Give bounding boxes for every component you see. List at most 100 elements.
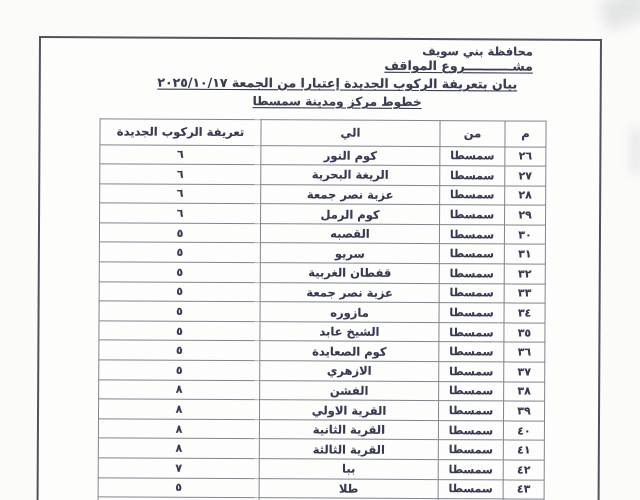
table-row: ٤٢ سمسطا ببا ٧ [98,457,545,480]
department-title: مشـــــــــــروع المواقف [384,57,533,74]
row-fare-cell: ٥ [99,222,261,244]
row-number-cell: ٤٢ [503,459,545,480]
row-to-cell: مازوره [260,301,440,323]
table-row: ٣٠ سمسطا القصبه ٥ [99,222,546,245]
table-row: ٤٠ سمسطا القرية الثانية ٨ [98,418,545,441]
row-number-cell: ٤٣ [503,479,545,500]
row-from-cell: سمسطا [438,400,504,421]
scan-artifact-top-right [598,0,640,31]
row-to-cell: الفشن [259,380,439,401]
fare-table: م من الي تعريفة الركوب الجديدة ٢٦ سمسطا … [97,118,547,500]
row-number-cell: ٢٨ [504,185,546,206]
table-row: ٤١ سمسطا القرية الثالثة ٨ [98,438,545,461]
table-row: ٢٧ سمسطا الريغة البحرية ٦ [99,163,546,186]
table-row: ٣٢ سمسطا قفطان الغربية ٥ [99,261,546,284]
table-row: ٣٤ سمسطا مازوره ٥ [99,301,546,323]
row-number-cell: ٣٧ [503,361,545,382]
row-fare-cell: ٨ [98,418,260,440]
table-row: ٣٥ سمسطا الشيخ عابد ٥ [98,320,546,343]
row-number-cell: ٣٨ [503,381,545,402]
document-header: محافظة بني سويف مشـــــــــــروع المواقف [41,38,600,74]
row-to-cell: الازهري [259,360,439,382]
row-number-cell: ٢٦ [504,146,546,167]
row-fare-cell: ٦ [99,203,261,224]
row-to-cell: كوم الصعايدة [259,341,439,362]
column-header-fare: تعريفة الركوب الجديدة [99,118,262,146]
table-row: ٣٨ سمسطا الفشن ٨ [98,379,545,402]
row-from-cell: سمسطا [439,302,505,323]
row-from-cell: سمسطا [438,420,504,441]
row-to-cell: ببا [259,458,439,480]
table-row: ٣٧ سمسطا الازهري ٥ [98,359,545,382]
row-to-cell: عزبة نصر جمعة [260,282,440,303]
row-fare-cell: ٥ [98,340,260,361]
header-row: م من الي تعريفة الركوب الجديدة [99,118,547,147]
row-to-cell: الريغة البحرية [260,164,440,186]
row-to-cell: قفطان الغربية [260,262,440,284]
row-to-cell: سريو [260,243,440,264]
row-fare-cell: ٨ [98,438,260,459]
row-from-cell: سمسطا [438,459,504,480]
row-to-cell: عزبة نصر جمعة [260,184,440,205]
row-number-cell: ٣٢ [504,264,546,284]
row-number-cell: ٣٦ [503,342,545,363]
row-number-cell: ٤٠ [503,420,545,441]
row-from-cell: سمسطا [439,165,505,186]
table-row: ٤٣ سمسطا طلا ٥ [98,477,545,500]
table-row: ٣٣ سمسطا عزبة نصر جمعة ٥ [99,281,546,304]
column-header-number: م [504,120,547,147]
fare-statement-title: بيان بتعريفة الركوب الجديدة إعتبارا من ا… [157,74,518,92]
row-to-cell: كوم الرمل [260,203,440,225]
lines-subtitle: خطوط مركز ومدينة سمسطا [252,94,422,110]
row-from-cell: سمسطا [438,322,505,343]
fare-table-body: ٢٦ سمسطا كوم النور ٦ ٢٧ سمسطا الريغة الب… [97,144,546,500]
table-row: ٣١ سمسطا سريو ٥ [99,242,546,265]
row-from-cell: سمسطا [438,342,504,362]
row-fare-cell: ٥ [99,261,261,283]
row-to-cell: طلا [259,478,439,499]
row-number-cell: ٣١ [504,244,546,265]
row-number-cell: ٣٠ [504,224,546,245]
fare-table-header: م من الي تعريفة الركوب الجديدة [99,118,547,147]
row-fare-cell: ٥ [99,281,261,302]
document-frame: محافظة بني سويف مشـــــــــــروع المواقف… [36,36,602,500]
row-from-cell: سمسطا [439,204,505,225]
row-fare-cell: ٨ [98,399,260,420]
row-to-cell: الشيخ عابد [259,321,440,343]
row-number-cell: ٣٩ [503,401,545,421]
row-to-cell: القرية الثالثة [259,439,439,460]
row-from-cell: سمسطا [439,224,505,245]
column-header-from: من [439,120,506,147]
row-from-cell: سمسطا [438,440,504,460]
row-number-cell: ٢٧ [504,166,546,186]
row-fare-cell: ٥ [98,477,260,498]
row-number-cell: ٢٩ [504,205,546,226]
table-row: ٢٦ سمسطا كوم النور ٦ [99,144,546,167]
table-row: ٢٩ سمسطا كوم الرمل ٦ [99,203,546,226]
row-fare-cell: ٥ [98,359,260,381]
row-from-cell: سمسطا [439,146,505,167]
table-row: ٣٩ سمسطا القرية الاولي ٨ [98,399,545,421]
row-from-cell: سمسطا [439,185,505,206]
row-fare-cell: ٥ [99,242,261,263]
row-from-cell: سمسطا [438,381,504,402]
row-to-cell: القرية الاولي [259,399,439,421]
row-fare-cell: ٨ [98,379,260,400]
row-from-cell: سمسطا [438,479,504,500]
table-row: ٣٦ سمسطا كوم الصعايدة ٥ [98,340,545,363]
column-header-to: الي [260,119,441,147]
row-from-cell: سمسطا [439,283,505,304]
row-fare-cell: ٥ [98,320,261,342]
row-fare-cell: ٥ [99,301,261,322]
row-fare-cell: ٧ [98,457,260,479]
row-number-cell: ٣٥ [503,322,546,343]
table-row: ٢٨ سمسطا عزبة نصر جمعة ٦ [99,183,546,206]
row-from-cell: سمسطا [438,361,504,382]
row-from-cell: سمسطا [439,244,505,265]
row-to-cell: القصبه [260,223,440,245]
row-from-cell: سمسطا [439,263,505,284]
document-titles: بيان بتعريفة الركوب الجديدة إعتبارا من ا… [58,73,617,111]
row-fare-cell: ٦ [99,183,261,204]
row-to-cell: كوم النور [260,145,440,166]
